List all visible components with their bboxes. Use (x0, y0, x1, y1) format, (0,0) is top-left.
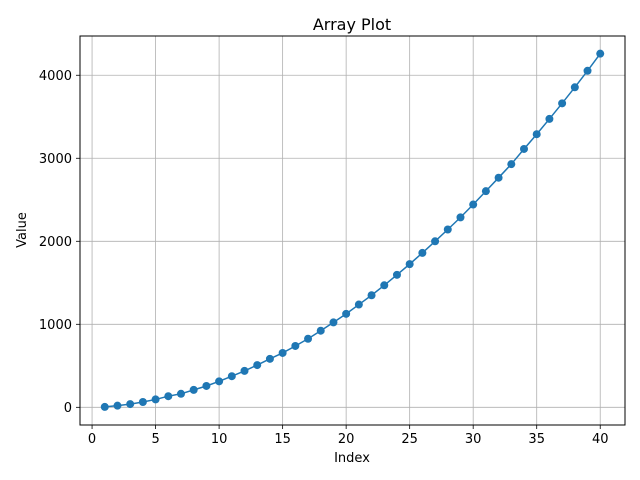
data-point (291, 341, 300, 350)
data-point (253, 361, 262, 370)
x-tick-label: 5 (151, 432, 159, 447)
series-line (104, 53, 601, 408)
data-point (342, 309, 351, 318)
y-tick-label: 1000 (39, 318, 72, 333)
y-axis-label: Value (15, 212, 30, 248)
x-tick-label: 15 (274, 432, 291, 447)
data-point (240, 366, 249, 375)
x-tick-label: 25 (401, 432, 418, 447)
data-point (520, 144, 529, 153)
chart-title: Array Plot (313, 15, 391, 34)
x-tick-label: 40 (592, 432, 609, 447)
data-point (596, 49, 605, 58)
ticks: 0 5 10 15 20 25 30 35 40 0 1000 2000 3000 4000 (39, 69, 609, 447)
data-point (227, 372, 236, 381)
data-point (570, 83, 579, 92)
data-point (380, 281, 389, 290)
x-tick-label: 30 (465, 432, 482, 447)
plot-frame (79, 35, 626, 426)
data-point (215, 377, 224, 386)
x-tick-label: 20 (338, 432, 355, 447)
data-point (316, 326, 325, 335)
data-point (494, 173, 503, 182)
data-point (443, 225, 452, 234)
data-point (100, 402, 109, 411)
data-point (354, 300, 363, 309)
data-point (456, 213, 465, 222)
x-tick-label: 35 (528, 432, 545, 447)
data-point (164, 392, 173, 401)
data-point (126, 400, 135, 409)
y-tick-label: 4000 (39, 69, 72, 84)
data-point (558, 99, 567, 108)
x-axis-label: Index (334, 451, 370, 466)
data-point (138, 398, 147, 407)
data-point (583, 66, 592, 75)
data-point (418, 248, 427, 257)
x-tick-label: 10 (211, 432, 228, 447)
y-tick-label: 2000 (39, 235, 72, 250)
data-point (392, 270, 401, 279)
data-point (545, 114, 554, 123)
data-point (113, 401, 122, 410)
data-point (202, 381, 211, 390)
data-point (151, 395, 160, 404)
grid (80, 36, 625, 425)
y-tick-label: 0 (64, 401, 72, 416)
data-point (532, 130, 541, 139)
data-point (265, 354, 274, 363)
x-tick-label: 0 (88, 432, 96, 447)
data-point (329, 318, 338, 327)
data-point (189, 385, 198, 394)
data-point (278, 348, 287, 357)
data-point (431, 237, 440, 246)
data-point (176, 389, 185, 398)
data-point (304, 334, 313, 343)
data-point (405, 260, 414, 269)
data-point (469, 200, 478, 209)
series (100, 49, 605, 411)
y-tick-label: 3000 (39, 152, 72, 167)
data-point (481, 187, 490, 196)
data-point (367, 291, 376, 300)
data-point (507, 160, 516, 169)
